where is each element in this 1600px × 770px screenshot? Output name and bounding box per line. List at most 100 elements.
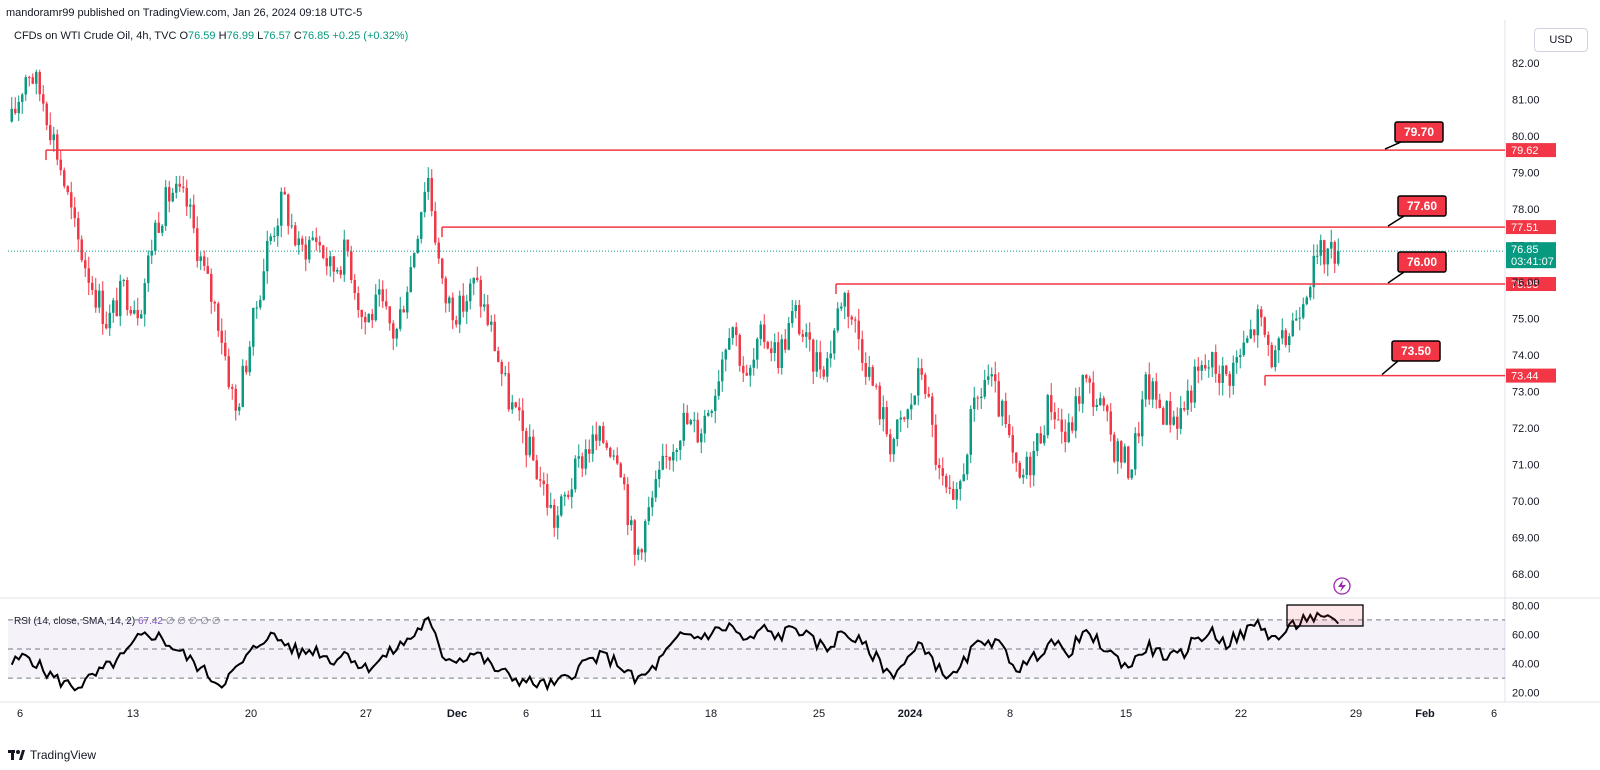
candle-body	[231, 387, 234, 389]
time-axis: 6 13 20 27 Dec 6 11 18 25 2024 8 15 22 29 Feb 6	[17, 708, 1497, 720]
candle-body	[1169, 400, 1172, 425]
close-value: 76.85	[301, 30, 330, 42]
symbol-name: CFDs on WTI Crude Oil, 4h, TVC	[14, 30, 177, 42]
candle-body	[917, 368, 920, 396]
candle-body	[703, 415, 706, 434]
price-tick-label: 74.00	[1512, 350, 1540, 362]
candle-body	[553, 504, 556, 528]
level-callout-text: 76.00	[1407, 255, 1437, 269]
candle-body	[343, 239, 346, 275]
candle-body	[850, 316, 853, 320]
high-value: 76.99	[226, 30, 255, 42]
candle-body	[798, 305, 801, 335]
candle-body	[301, 238, 304, 245]
current-price-tag	[1506, 242, 1556, 269]
candle-body	[245, 365, 248, 373]
candle-body	[458, 295, 461, 325]
candle-body	[1235, 357, 1238, 363]
price-tick-label: 79.00	[1512, 168, 1540, 180]
candle-body	[35, 72, 38, 84]
candle-body	[28, 77, 31, 79]
candle-body	[752, 359, 755, 368]
candle-body	[73, 207, 76, 219]
candle-body	[287, 194, 290, 226]
lightning-icon-circle	[1333, 577, 1351, 595]
candle-body	[1039, 433, 1042, 444]
brand-label: TradingView	[30, 748, 97, 762]
candle-body	[686, 412, 689, 425]
candle-body	[763, 324, 766, 343]
candle-body	[525, 430, 528, 456]
candle-body	[98, 290, 101, 308]
candle-body	[1288, 336, 1291, 345]
candle-body	[1050, 395, 1053, 413]
candle-body	[980, 396, 983, 398]
candle-body	[1102, 398, 1105, 406]
candle-body	[1291, 320, 1294, 337]
candle-body	[966, 454, 969, 475]
candle-body	[973, 397, 976, 410]
candle-body	[812, 339, 815, 372]
candle-body	[612, 455, 615, 457]
candle-body	[542, 480, 545, 485]
currency-button[interactable]: USD	[1534, 28, 1588, 52]
rsi-extras: ∅ ∅ ∅ ∅ ∅	[165, 616, 221, 627]
candle-body	[248, 346, 251, 373]
candle-body	[84, 260, 87, 269]
candle-body	[304, 244, 307, 260]
time-tick-label: 18	[705, 708, 717, 720]
candle-body	[570, 489, 573, 497]
candle-body	[1284, 330, 1287, 345]
candle-body	[276, 225, 279, 236]
candle-body	[931, 396, 934, 425]
price-tick-label: 81.00	[1512, 95, 1540, 107]
candle-body	[402, 309, 405, 313]
candle-body	[1242, 342, 1245, 356]
candle-body	[623, 477, 626, 485]
candle-body	[675, 449, 678, 452]
low-label: L	[257, 30, 264, 42]
candle-body	[668, 456, 671, 461]
candle-body	[1172, 416, 1175, 425]
candle-body	[17, 101, 20, 114]
rsi-tick-label: 80.00	[1512, 600, 1540, 612]
candle-body	[486, 304, 489, 325]
time-tick-label: 6	[17, 708, 23, 720]
candle-body	[1029, 456, 1032, 476]
candle-body	[1151, 381, 1154, 400]
candle-body	[357, 293, 360, 311]
candle-body	[1228, 374, 1231, 386]
candle-body	[1337, 251, 1340, 264]
candle-body	[759, 324, 762, 339]
candle-body	[871, 367, 874, 386]
candle-body	[962, 474, 965, 482]
candle-body	[983, 379, 986, 397]
candle-body	[45, 103, 48, 126]
candle-body	[350, 251, 353, 280]
candle-body	[1158, 399, 1161, 409]
candle-body	[1057, 419, 1060, 421]
lightning-icon	[1333, 577, 1351, 595]
candle-body	[192, 204, 195, 229]
tradingview-logo[interactable]: TradingView	[8, 748, 96, 762]
candle-body	[791, 311, 794, 324]
candle-body	[1001, 400, 1004, 417]
candle-body	[591, 434, 594, 454]
candle-body	[1092, 382, 1095, 407]
time-tick-label: 6	[523, 708, 529, 720]
candle-body	[805, 332, 808, 337]
candle-body	[1270, 344, 1273, 368]
candle-body	[238, 406, 241, 411]
candle-body	[315, 237, 318, 242]
candle-body	[658, 469, 661, 480]
level-callout-box	[1397, 195, 1447, 217]
candle-body	[409, 267, 412, 293]
candle-body	[742, 365, 745, 373]
change-value: +0.25 (+0.32%)	[332, 30, 409, 42]
candle-body	[1260, 309, 1263, 318]
candle-body	[31, 77, 34, 84]
candle-body	[896, 419, 899, 440]
